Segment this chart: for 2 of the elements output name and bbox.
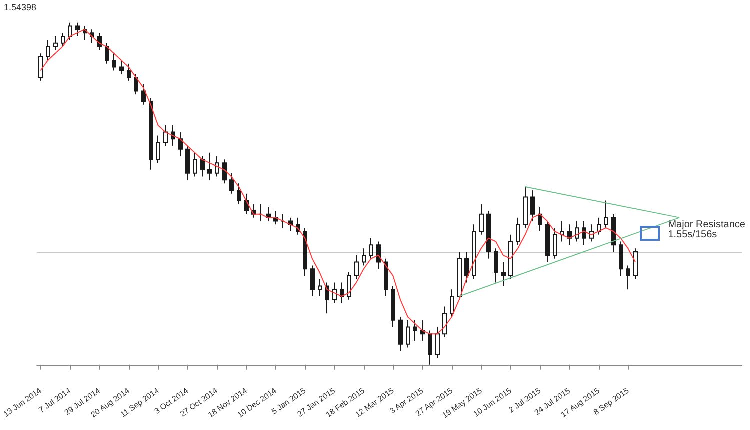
annotation: Major Resistance 1.55s/156s bbox=[668, 220, 746, 241]
text: 1.54398 bbox=[4, 2, 37, 12]
